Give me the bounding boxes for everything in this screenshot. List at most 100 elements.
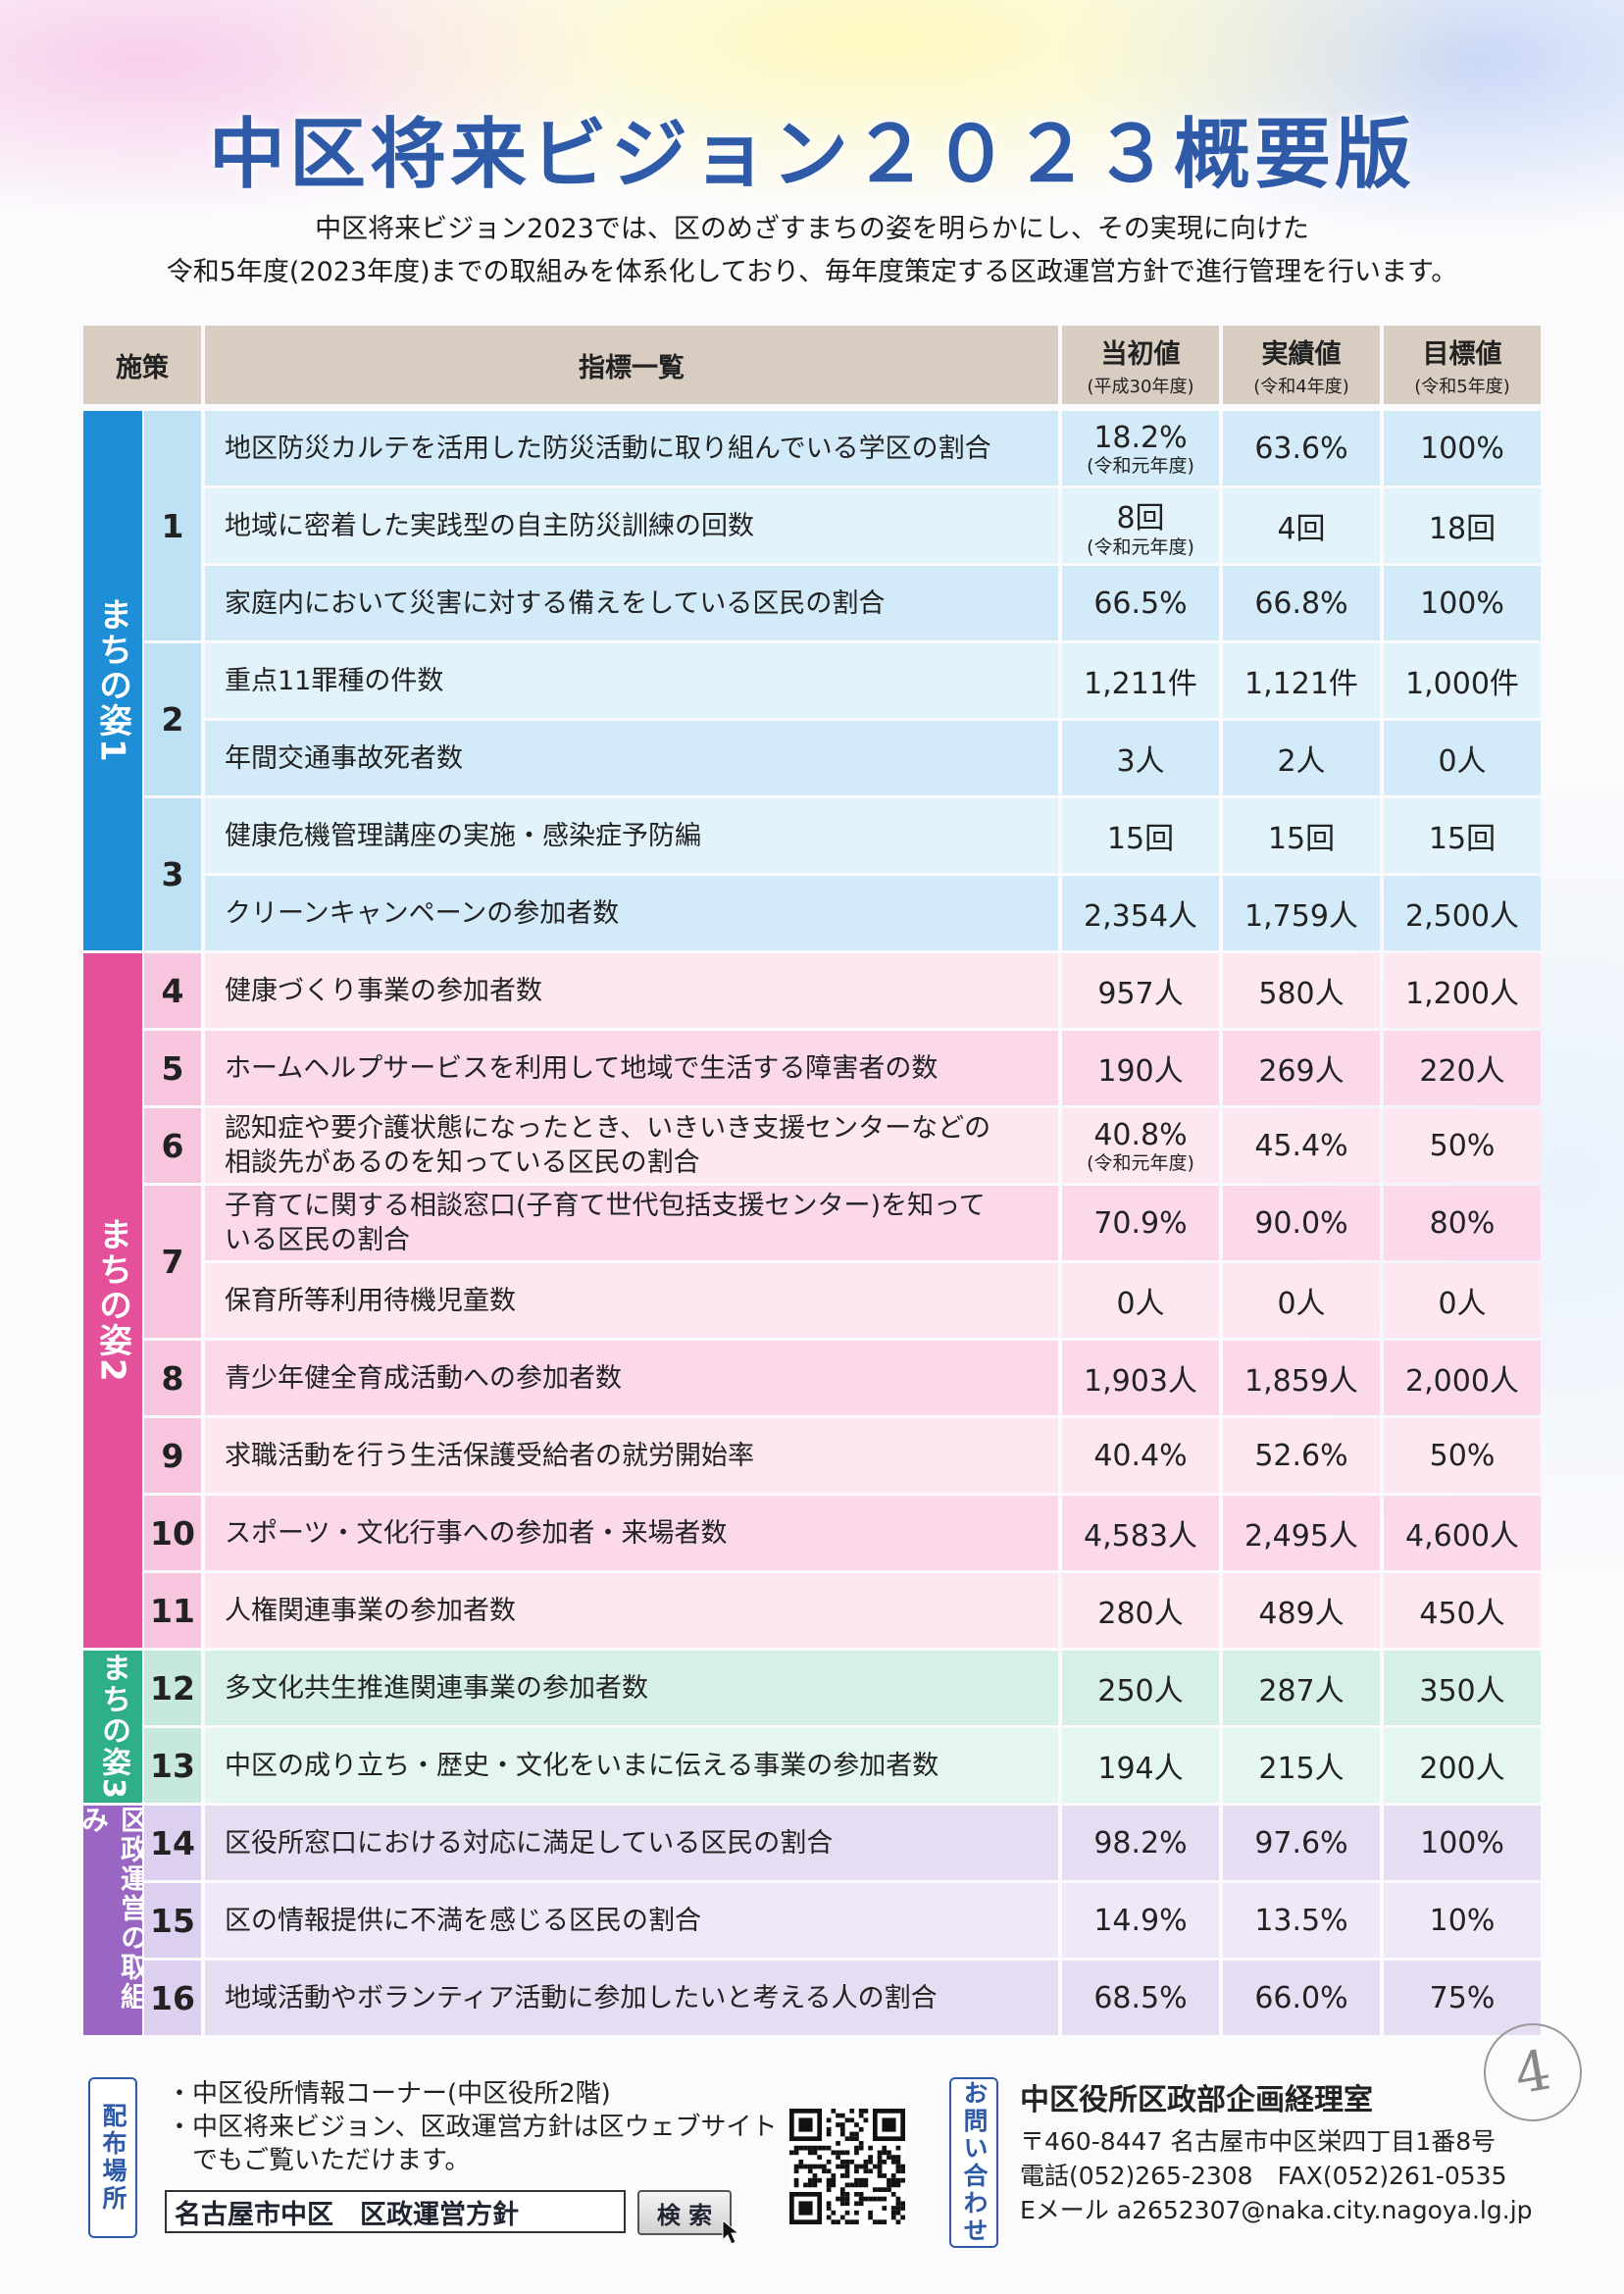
target-value: 100% — [1384, 1806, 1541, 1880]
initial-value-text: 15回 — [1106, 822, 1175, 856]
actual-value: 2人 — [1223, 721, 1380, 795]
indicator-line: 地域に密着した実践型の自主防災訓練の回数 — [225, 510, 754, 541]
group-label-4: 区政運営の取組み — [77, 1806, 149, 2035]
indicator-line: 人権関連事業の参加者数 — [225, 1595, 516, 1626]
target-value: 450人 — [1384, 1573, 1541, 1648]
initial-value-text: 3人 — [1116, 744, 1165, 779]
policy-number: 8 — [144, 1341, 201, 1415]
initial-value: 98.2% — [1062, 1806, 1219, 1880]
initial-value: 18.2% (令和元年度) — [1062, 411, 1219, 485]
indicator-line: 認知症や要介護状態になったとき、いきいき支援センターなどの — [225, 1113, 991, 1144]
target-value: 4,600人 — [1384, 1496, 1541, 1570]
actual-value-text: 215人 — [1258, 1752, 1345, 1786]
initial-value-text: 68.5% — [1093, 1980, 1188, 2015]
actual-value: 4回 — [1223, 488, 1380, 563]
initial-value-text: 1,211件 — [1084, 667, 1197, 701]
indicator-text: クリーンキャンペーンの参加者数 — [205, 876, 1058, 950]
policy-number: 14 — [144, 1806, 201, 1880]
indicator-text: 子育てに関する相談窓口(子育て世代包括支援センター)を知って いる区民の割合 — [205, 1186, 1058, 1260]
actual-value-text: 97.6% — [1254, 1825, 1348, 1861]
qr-code-icon[interactable] — [789, 2109, 905, 2224]
intro-text: 中区将来ビジョン2023では、区のめざすまちの姿を明らかにし、その実現に向けた … — [59, 208, 1565, 294]
distribution-line: でもご覧いただけます。 — [167, 2146, 471, 2175]
policy-number: 5 — [144, 1031, 201, 1105]
policy-number: 7 — [144, 1186, 201, 1338]
intro-line: 令和5年度(2023年度)までの取組みを体系化しており、毎年度策定する区政運営方… — [166, 257, 1458, 287]
table-row: ホームヘルプサービスを利用して地域で生活する障害者の数 190人 269人 220人 — [205, 1031, 1541, 1105]
header-initial-label: 当初値 — [1100, 338, 1181, 370]
target-value: 350人 — [1384, 1651, 1541, 1725]
table-row: 多文化共生推進関連事業の参加者数 250人 287人 350人 — [205, 1651, 1541, 1725]
search-button[interactable]: 検 索 — [637, 2190, 732, 2235]
target-value: 2,000人 — [1384, 1341, 1541, 1415]
initial-value: 66.5% — [1062, 566, 1219, 640]
target-value: 18回 — [1384, 488, 1541, 563]
target-value: 50% — [1384, 1108, 1541, 1183]
indicator-line: 子育てに関する相談窓口(子育て世代包括支援センター)を知って — [225, 1191, 986, 1221]
target-value: 100% — [1384, 566, 1541, 640]
table-row: クリーンキャンペーンの参加者数 2,354人 1,759人 2,500人 — [205, 876, 1541, 950]
target-value: 0人 — [1384, 721, 1541, 795]
header-initial: 当初値 (平成30年度) — [1062, 326, 1219, 404]
indicator-text: 健康危機管理講座の実施・感染症予防編 — [205, 798, 1058, 873]
initial-value: 3人 — [1062, 721, 1219, 795]
header-actual: 実績値 (令和4年度) — [1223, 326, 1380, 404]
policy-number: 15 — [144, 1883, 201, 1958]
intro-line: 中区将来ビジョン2023では、区のめざすまちの姿を明らかにし、その実現に向けた — [315, 214, 1309, 244]
indicator-line: 求職活動を行う生活保護受給者の就労開始率 — [225, 1440, 754, 1471]
header-policy: 施策 — [83, 326, 201, 404]
indicator-text: 地域に密着した実践型の自主防災訓練の回数 — [205, 488, 1058, 563]
initial-value-text: 8回 — [1116, 501, 1165, 535]
actual-value-text: 287人 — [1258, 1674, 1345, 1708]
indicator-text: 地区防災カルテを活用した防災活動に取り組んでいる学区の割合 — [205, 411, 1058, 485]
actual-value: 489人 — [1223, 1573, 1380, 1648]
policy-number: 4 — [144, 953, 201, 1028]
header-target-label: 目標値 — [1422, 338, 1502, 370]
target-value-text: 200人 — [1419, 1752, 1505, 1786]
target-value-text: 100% — [1420, 431, 1504, 466]
initial-value-text: 98.2% — [1093, 1825, 1188, 1861]
indicator-line: 区役所窓口における対応に満足している区民の割合 — [225, 1827, 834, 1859]
indicator-line: 家庭内において災害に対する備えをしている区民の割合 — [225, 587, 886, 619]
header-initial-sub: (平成30年度) — [1087, 376, 1194, 397]
actual-value: 66.8% — [1223, 566, 1380, 640]
policy-number: 13 — [144, 1728, 201, 1803]
table-row: 中区の成り立ち・歴史・文化をいまに伝える事業の参加者数 194人 215人 200人 — [205, 1728, 1541, 1803]
initial-value-text: 1,903人 — [1084, 1364, 1197, 1399]
initial-value-text: 0人 — [1116, 1287, 1165, 1321]
indicator-line: 地域活動やボランティア活動に参加したいと考える人の割合 — [225, 1982, 938, 2014]
actual-value: 13.5% — [1223, 1883, 1380, 1958]
indicator-line: 区の情報提供に不満を感じる区民の割合 — [225, 1905, 701, 1936]
indicator-text: 求職活動を行う生活保護受給者の就労開始率 — [205, 1418, 1058, 1493]
contact-address: 〒460-8447 名古屋市中区栄四丁目1番8号 — [1020, 2127, 1497, 2156]
indicator-text: 地域活動やボランティア活動に参加したいと考える人の割合 — [205, 1961, 1058, 2035]
target-value-text: 18回 — [1428, 512, 1497, 546]
contact-email[interactable]: Eメール a2652307@naka.city.nagoya.lg.jp — [1020, 2196, 1533, 2224]
actual-value-text: 4回 — [1277, 512, 1326, 546]
initial-value: 40.8% (令和元年度) — [1062, 1108, 1219, 1183]
actual-value-text: 66.0% — [1254, 1980, 1348, 2015]
target-value: 80% — [1384, 1186, 1541, 1260]
indicator-text: 人権関連事業の参加者数 — [205, 1573, 1058, 1648]
search-input[interactable]: 名古屋市中区 区政運営方針 — [165, 2190, 626, 2233]
table-row: 区役所窓口における対応に満足している区民の割合 98.2% 97.6% 100% — [205, 1806, 1541, 1880]
target-value: 1,000件 — [1384, 643, 1541, 718]
indicator-line: 保育所等利用待機児童数 — [225, 1285, 516, 1316]
distribution-info: ・中区役所情報コーナー(中区役所2階) ・中区将来ビジョン、区政運営方針は区ウェ… — [167, 2077, 777, 2177]
table-row: 健康危機管理講座の実施・感染症予防編 15回 15回 15回 — [205, 798, 1541, 873]
table-row: 年間交通事故死者数 3人 2人 0人 — [205, 721, 1541, 795]
indicator-line: 中区の成り立ち・歴史・文化をいまに伝える事業の参加者数 — [225, 1750, 939, 1781]
actual-value: 580人 — [1223, 953, 1380, 1028]
distribution-label-box: 配布場所 — [88, 2077, 137, 2238]
header-actual-label: 実績値 — [1261, 338, 1342, 370]
table-row: 青少年健全育成活動への参加者数 1,903人 1,859人 2,000人 — [205, 1341, 1541, 1415]
initial-value: 190人 — [1062, 1031, 1219, 1105]
actual-value-text: 489人 — [1258, 1597, 1345, 1631]
indicator-text: 家庭内において災害に対する備えをしている区民の割合 — [205, 566, 1058, 640]
actual-value: 1,121件 — [1223, 643, 1380, 718]
page-title: 中区将来ビジョン２０２３概要版 — [208, 111, 1415, 199]
indicator-text: スポーツ・文化行事への参加者・来場者数 — [205, 1496, 1058, 1570]
actual-value-text: 580人 — [1258, 977, 1345, 1011]
target-value-text: 450人 — [1419, 1597, 1505, 1631]
initial-value-text: 280人 — [1097, 1597, 1184, 1631]
